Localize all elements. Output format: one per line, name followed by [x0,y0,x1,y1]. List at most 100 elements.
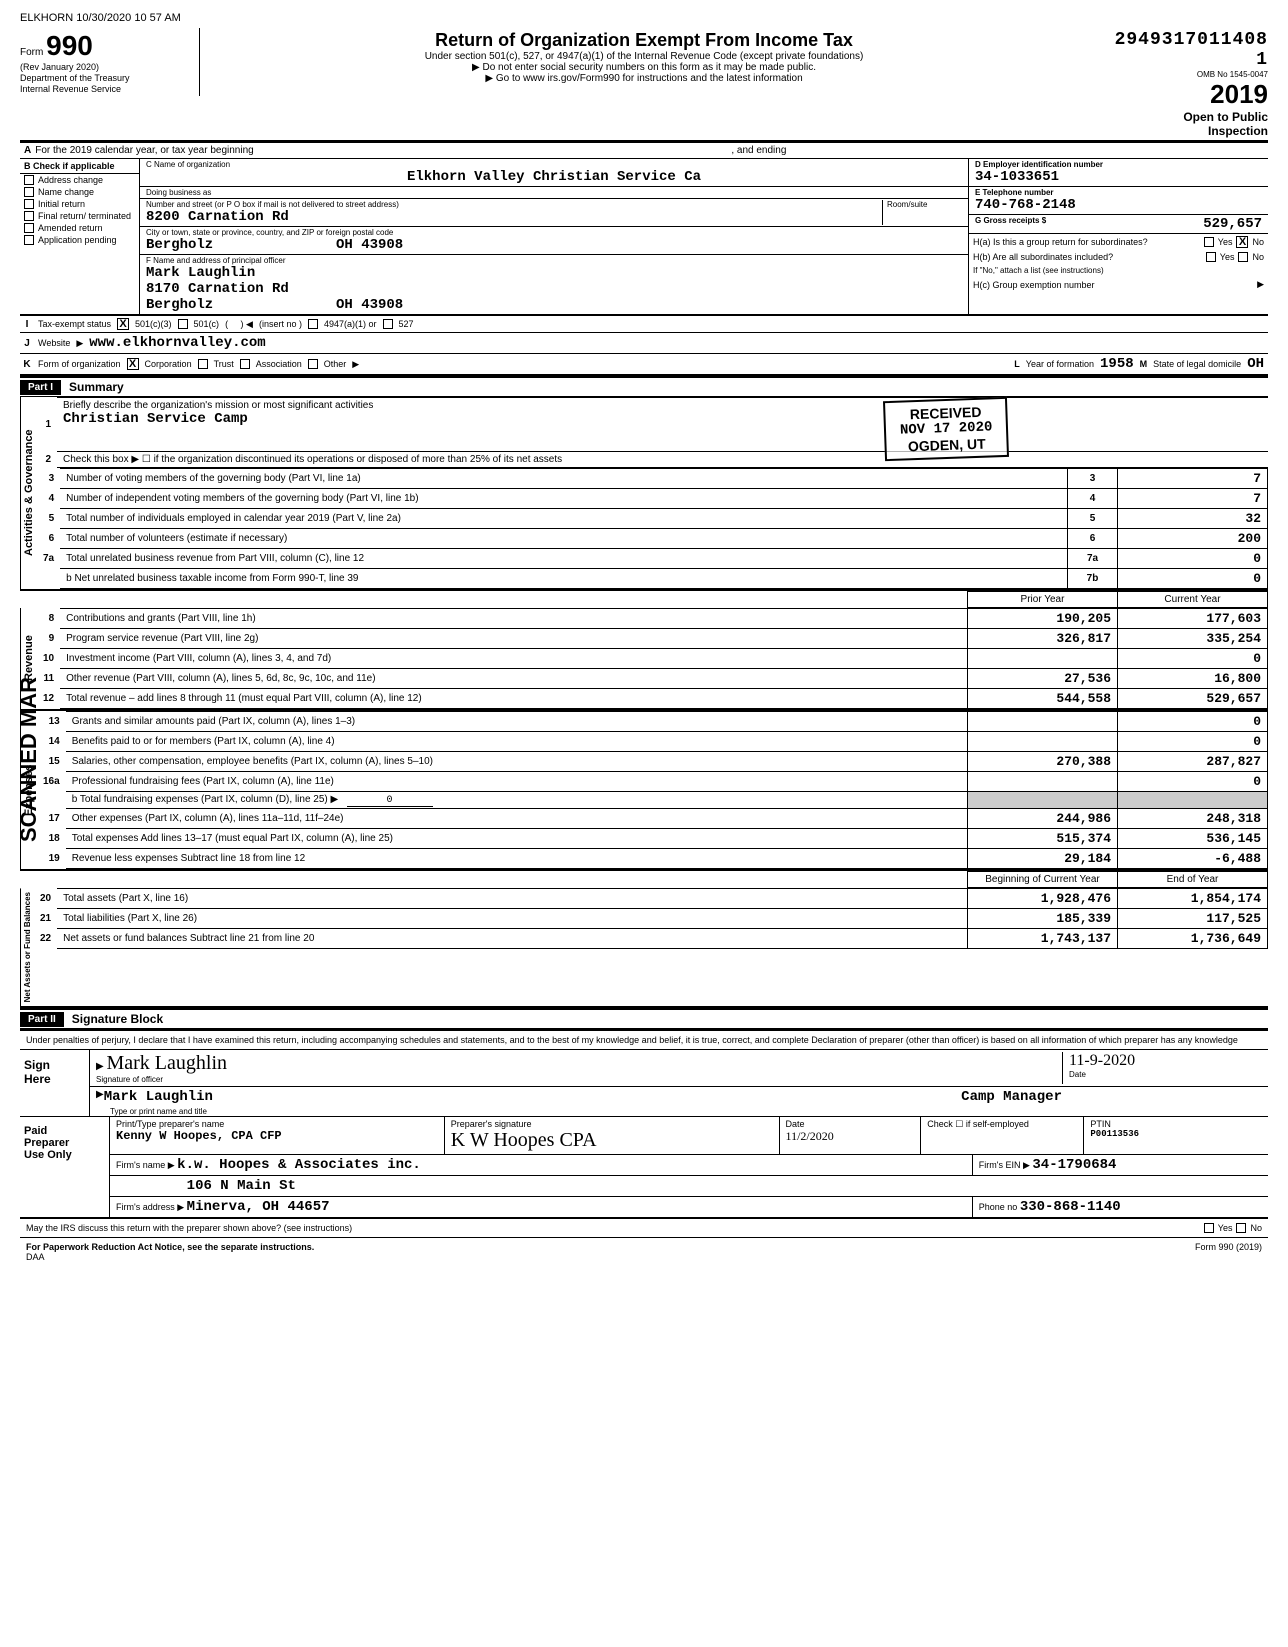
curr-val: 1,736,649 [1118,929,1268,949]
form-dept: Department of the Treasury [20,73,193,84]
chk-527[interactable] [383,319,393,329]
received-loc: OGDEN, UT [900,435,993,454]
chk-4947[interactable] [308,319,318,329]
street: 8200 Carnation Rd [146,209,882,225]
firm-phone: 330-868-1140 [1020,1199,1121,1215]
lbl-initial-return: Initial return [38,199,85,209]
col-d: D Employer identification number 34-1033… [968,159,1268,314]
line-box: 6 [1068,529,1118,549]
line-no: 21 [34,909,57,929]
summary-expenses: Expenses 13 Grants and similar amounts p… [20,711,1268,871]
curr-val: 0 [1118,712,1268,732]
curr-val: 287,827 [1118,752,1268,772]
chk-501c3[interactable]: X [117,318,129,330]
curr-val: 16,800 [1118,669,1268,689]
chk-app-pending[interactable] [24,235,34,245]
tab-net: Net Assets or Fund Balances [20,888,34,1006]
curr-val [1118,792,1268,809]
form-irs: Internal Revenue Service [20,84,193,95]
line-no: 22 [34,929,57,949]
form-footer: Form 990 (2019) [1195,1242,1262,1262]
lbl-address-change: Address change [38,175,103,185]
declaration: Under penalties of perjury, I declare th… [20,1031,1268,1049]
line-desc: Total revenue – add lines 8 through 11 (… [60,689,967,709]
hdr-prior: Prior Year [968,592,1118,608]
line-desc: Other revenue (Part VIII, column (A), li… [60,669,967,689]
prep-label-3: Use Only [24,1149,105,1161]
omb-number: OMB No 1545-0047 [1094,70,1268,79]
state-domicile: OH [1247,356,1264,372]
curr-val: 177,603 [1118,609,1268,629]
tax-year: 2019 [1094,79,1268,110]
curr-val: 248,318 [1118,809,1268,829]
title-box: Return of Organization Exempt From Incom… [200,28,1088,86]
col-b-label: B [24,161,31,171]
gross-receipts: 529,657 [1203,216,1262,232]
chk-initial-return[interactable] [24,199,34,209]
city-label: City or town, state or province, country… [146,228,962,237]
org-name: Elkhorn Valley Christian Service Ca [146,169,962,185]
line-m-text: State of legal domicile [1153,359,1241,369]
line-no: 5 [37,509,60,529]
line-k-text: Form of organization [38,359,121,369]
line-desc: Salaries, other compensation, employee b… [66,752,968,772]
hdr-eoy: End of Year [1118,872,1268,888]
line-i-text: Tax-exempt status [38,319,111,329]
discuss-yes-box[interactable] [1204,1223,1214,1233]
prior-val: 1,928,476 [968,889,1118,909]
prior-val: 185,339 [968,909,1118,929]
ha-yes-box[interactable] [1204,237,1214,247]
sig-date: 11-9-2020 [1069,1052,1135,1069]
curr-val: -6,488 [1118,849,1268,869]
curr-val: 1,854,174 [1118,889,1268,909]
opt-other: Other [324,359,347,369]
line-no: 9 [37,629,60,649]
top-right-box: 2949317011408 1 OMB No 1545-0047 2019 Op… [1088,28,1268,140]
prior-val [968,732,1118,752]
line-desc: Benefits paid to or for members (Part IX… [66,732,968,752]
part2-title: Signature Block [64,1010,171,1028]
lbl-final-return: Final return/ terminated [38,211,131,221]
sig-label: Signature of officer [96,1075,1062,1084]
hb-no: No [1252,252,1264,262]
prior-current-header: Prior Year Current Year [20,591,1268,608]
preparer-block: Paid Preparer Use Only Print/Type prepar… [20,1116,1268,1219]
opt-trust: Trust [214,359,234,369]
prior-val [968,772,1118,792]
prior-val: 544,558 [968,689,1118,709]
form-rev: (Rev January 2020) [20,62,193,73]
part1-header: Part I [20,380,61,395]
opt-4947: 4947(a)(1) or [324,319,377,329]
line-desc: Contributions and grants (Part VIII, lin… [60,609,967,629]
discuss-yes: Yes [1218,1223,1233,1233]
chk-address-change[interactable] [24,175,34,185]
chk-corp[interactable]: X [127,358,139,370]
paperwork-notice: For Paperwork Reduction Act Notice, see … [26,1242,314,1252]
prep-name-label: Print/Type preparer's name [116,1119,438,1129]
line-k: K Form of organization XCorporation Trus… [20,354,1268,376]
line-box: 7b [1068,569,1118,589]
chk-assoc[interactable] [240,359,250,369]
received-stamp: RECEIVED NOV 17 2020 OGDEN, UT [883,397,1009,461]
ha-no-box[interactable]: X [1236,236,1248,248]
daa: DAA [26,1252,45,1262]
title-sub2: Do not enter social security numbers on … [208,62,1080,73]
form-id-box: Form 990 (Rev January 2020) Department o… [20,28,200,96]
chk-trust[interactable] [198,359,208,369]
hb-yes-box[interactable] [1206,252,1216,262]
line-desc: Investment income (Part VIII, column (A)… [60,649,967,669]
chk-final-return[interactable] [24,211,34,221]
chk-other[interactable] [308,359,318,369]
form-header: Form 990 (Rev January 2020) Department o… [20,28,1268,142]
chk-amended[interactable] [24,223,34,233]
ptin-label: PTIN [1090,1119,1262,1129]
hb-no-box[interactable] [1238,252,1248,262]
city: Bergholz [146,237,213,253]
chk-501c[interactable] [178,319,188,329]
line-desc: Program service revenue (Part VIII, line… [60,629,967,649]
chk-name-change[interactable] [24,187,34,197]
opt-corp: Corporation [145,359,192,369]
line-desc: Total expenses Add lines 13–17 (must equ… [66,829,968,849]
paid-preparer-label: Paid Preparer Use Only [20,1117,110,1217]
discuss-no-box[interactable] [1236,1223,1246,1233]
